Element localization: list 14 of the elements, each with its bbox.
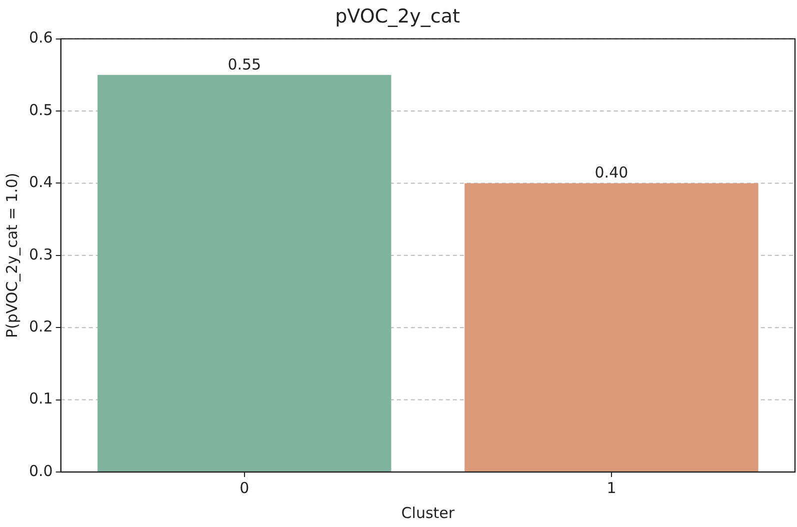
x-tick-label: 0: [240, 478, 250, 497]
x-axis-title: Cluster: [401, 504, 456, 522]
y-tick-label: 0.6: [28, 28, 53, 47]
data-label: 0.40: [594, 164, 628, 182]
chart-title: pVOC_2y_cat: [335, 5, 460, 28]
y-axis-title: P(pVOC_2y_cat = 1.0): [2, 172, 21, 338]
y-tick-label: 0.2: [28, 317, 53, 336]
y-tick-label: 0.5: [28, 100, 53, 119]
data-label: 0.55: [228, 55, 262, 74]
y-tick-label: 0.0: [28, 462, 53, 480]
y-tick-label: 0.3: [28, 245, 53, 264]
y-tick-label: 0.1: [28, 390, 53, 408]
y-tick-label: 0.4: [28, 173, 53, 192]
x-tick-label: 1: [606, 478, 616, 497]
